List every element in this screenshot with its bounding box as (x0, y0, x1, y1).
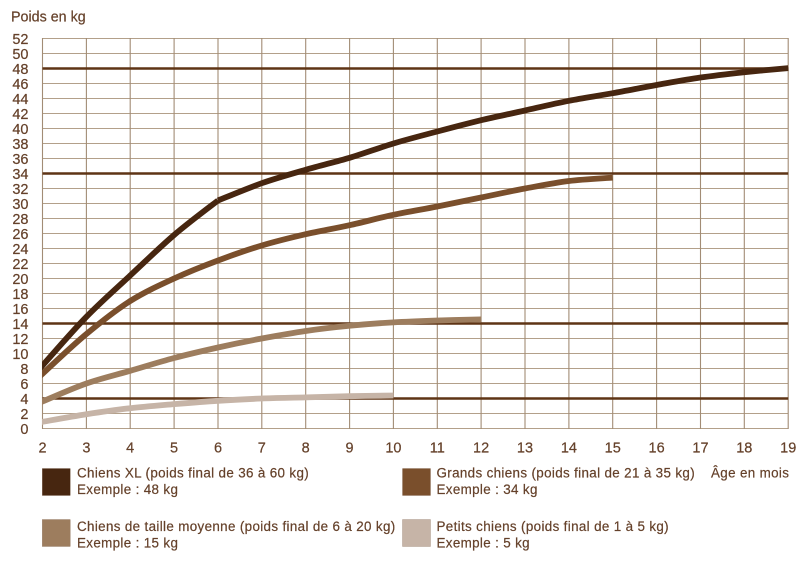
svg-text:26: 26 (12, 227, 28, 243)
svg-text:48: 48 (12, 62, 28, 78)
svg-text:16: 16 (12, 302, 28, 318)
svg-text:18: 18 (736, 440, 752, 456)
svg-text:19: 19 (780, 440, 796, 456)
svg-text:17: 17 (692, 440, 708, 456)
svg-text:Âge en mois: Âge en mois (711, 466, 789, 481)
svg-text:15: 15 (605, 440, 621, 456)
svg-text:6: 6 (214, 440, 222, 456)
svg-text:4: 4 (126, 440, 134, 456)
svg-text:7: 7 (258, 440, 266, 456)
svg-text:16: 16 (649, 440, 665, 456)
svg-text:Exemple : 5 kg: Exemple : 5 kg (437, 536, 530, 551)
svg-text:Chiens XL (poids final de 36 à: Chiens XL (poids final de 36 à 60 kg) (77, 466, 309, 481)
svg-text:6: 6 (20, 377, 28, 393)
svg-text:44: 44 (12, 92, 28, 108)
svg-text:22: 22 (12, 257, 28, 273)
svg-text:8: 8 (20, 362, 28, 378)
svg-text:14: 14 (561, 440, 577, 456)
svg-text:Petits chiens (poids final de: Petits chiens (poids final de 1 à 5 kg) (437, 519, 669, 534)
svg-text:13: 13 (517, 440, 533, 456)
svg-text:20: 20 (12, 272, 28, 288)
svg-text:18: 18 (12, 287, 28, 303)
svg-text:12: 12 (12, 332, 28, 348)
svg-text:12: 12 (473, 440, 489, 456)
svg-text:32: 32 (12, 182, 28, 198)
svg-text:9: 9 (346, 440, 354, 456)
svg-text:11: 11 (430, 440, 445, 456)
svg-text:40: 40 (12, 122, 28, 138)
svg-text:34: 34 (12, 167, 28, 183)
svg-text:Chiens de taille moyenne (poid: Chiens de taille moyenne (poids final de… (77, 519, 396, 534)
svg-text:50: 50 (12, 47, 28, 63)
svg-text:42: 42 (12, 107, 28, 123)
svg-text:Exemple : 48 kg: Exemple : 48 kg (77, 482, 178, 497)
svg-text:14: 14 (12, 317, 28, 333)
svg-text:2: 2 (38, 440, 46, 456)
svg-text:3: 3 (82, 440, 90, 456)
svg-text:10: 10 (12, 347, 28, 363)
svg-text:0: 0 (20, 422, 28, 438)
svg-text:38: 38 (12, 137, 28, 153)
svg-text:36: 36 (12, 152, 28, 168)
svg-text:Poids en kg: Poids en kg (11, 10, 86, 26)
svg-text:46: 46 (12, 77, 28, 93)
svg-text:28: 28 (12, 212, 28, 228)
svg-text:30: 30 (12, 197, 28, 213)
svg-text:2: 2 (20, 407, 28, 423)
svg-text:52: 52 (12, 32, 28, 48)
svg-text:Exemple : 15 kg: Exemple : 15 kg (77, 536, 178, 551)
svg-text:4: 4 (20, 392, 28, 408)
svg-text:8: 8 (302, 440, 310, 456)
svg-text:24: 24 (12, 242, 28, 258)
svg-text:Exemple : 34 kg: Exemple : 34 kg (437, 482, 538, 497)
svg-text:Grands chiens (poids final de: Grands chiens (poids final de 21 à 35 kg… (437, 466, 696, 481)
svg-text:10: 10 (385, 440, 401, 456)
svg-text:5: 5 (170, 440, 178, 456)
